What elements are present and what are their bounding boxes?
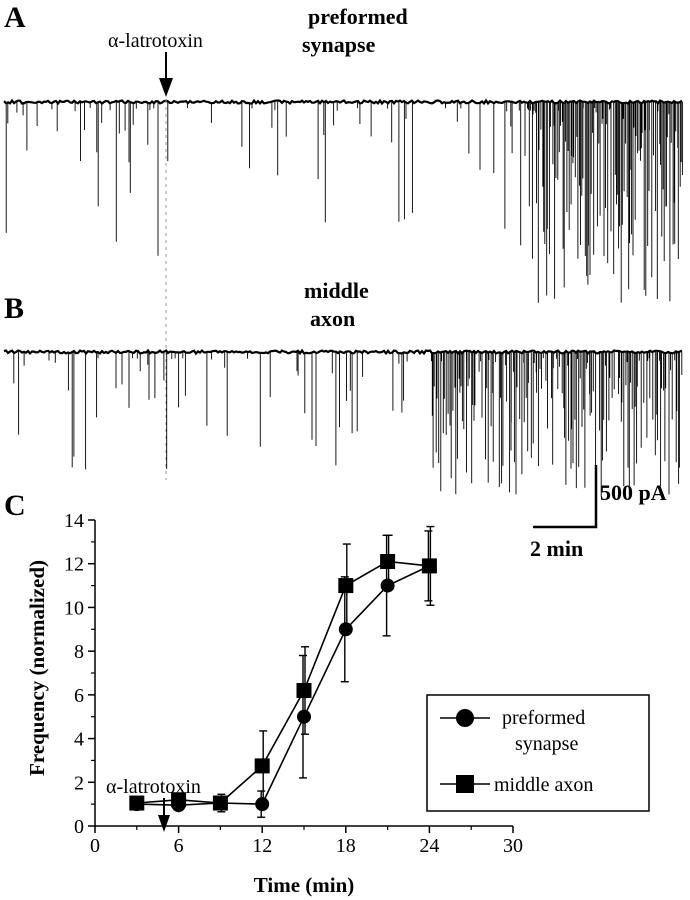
panel-a-label-line1: preformed	[308, 4, 408, 29]
x-tick-label: 12	[252, 835, 272, 857]
y-tick-label: 8	[74, 641, 84, 663]
legend-circle-marker	[456, 709, 474, 727]
y-tick-label: 12	[64, 554, 84, 576]
panel-c-letter: C	[4, 489, 26, 522]
data-point-square	[296, 682, 312, 698]
x-tick-label: 18	[336, 835, 356, 857]
panel-a-letter: A	[4, 1, 26, 34]
x-axis-title: Time (min)	[254, 873, 355, 897]
data-point-square	[421, 558, 437, 574]
plot-toxin-label: α-latrotoxin	[106, 776, 201, 798]
y-tick-label: 10	[64, 597, 84, 619]
data-point-square	[254, 758, 270, 774]
legend: preformed synapse middle axon	[426, 694, 650, 812]
scale-bar-time-label: 2 min	[530, 536, 583, 561]
data-point-circle	[255, 797, 270, 812]
scale-bar: 500 pA 2 min	[530, 465, 667, 561]
y-tick-label: 14	[64, 510, 84, 532]
legend-label-middle-axon: middle axon	[494, 774, 593, 796]
data-point-square	[129, 795, 145, 811]
data-point-square	[380, 554, 396, 570]
panel-b-label-line2: axon	[310, 306, 355, 331]
y-tick-label: 2	[74, 772, 84, 794]
data-point-circle	[297, 709, 311, 724]
x-tick-label: 6	[174, 835, 184, 857]
legend-square-marker	[456, 775, 474, 793]
y-tick-label: 0	[74, 816, 84, 838]
panel-b-label-line1: middle	[304, 278, 369, 303]
panel-a-toxin-label: α-latrotoxin	[108, 30, 203, 52]
panel-a-label-line2: synapse	[302, 32, 376, 57]
legend-label-preformed-line2: synapse	[515, 733, 578, 755]
data-point-square	[338, 578, 354, 594]
plot-toxin-arrow	[158, 798, 170, 832]
data-point-square	[212, 795, 228, 811]
scale-bar-current-label: 500 pA	[600, 480, 667, 505]
series-line	[136, 560, 430, 804]
y-axis-title: Frequency (normalized)	[25, 560, 49, 776]
series-preformed-synapse	[129, 530, 437, 818]
trace-middle-axon	[3, 348, 683, 497]
y-tick-label: 4	[74, 729, 84, 751]
panel-a-toxin-arrow	[159, 52, 173, 97]
x-tick-label: 30	[503, 835, 523, 857]
series-middle-axon	[129, 525, 437, 813]
y-tick-label: 6	[74, 685, 84, 707]
legend-label-preformed-line1: preformed	[502, 707, 585, 729]
x-tick-label: 24	[419, 835, 439, 857]
panel-b-letter: B	[4, 292, 24, 325]
trace-preformed-synapse	[3, 98, 683, 303]
x-tick-label: 0	[90, 835, 100, 857]
data-point-square	[171, 792, 187, 808]
data-point-circle	[338, 622, 353, 637]
series-line	[136, 565, 430, 807]
panel-b: B middle axon	[3, 278, 683, 497]
panel-a: A preformed synapse α-latrotoxin	[3, 1, 683, 303]
data-point-circle	[380, 578, 395, 593]
